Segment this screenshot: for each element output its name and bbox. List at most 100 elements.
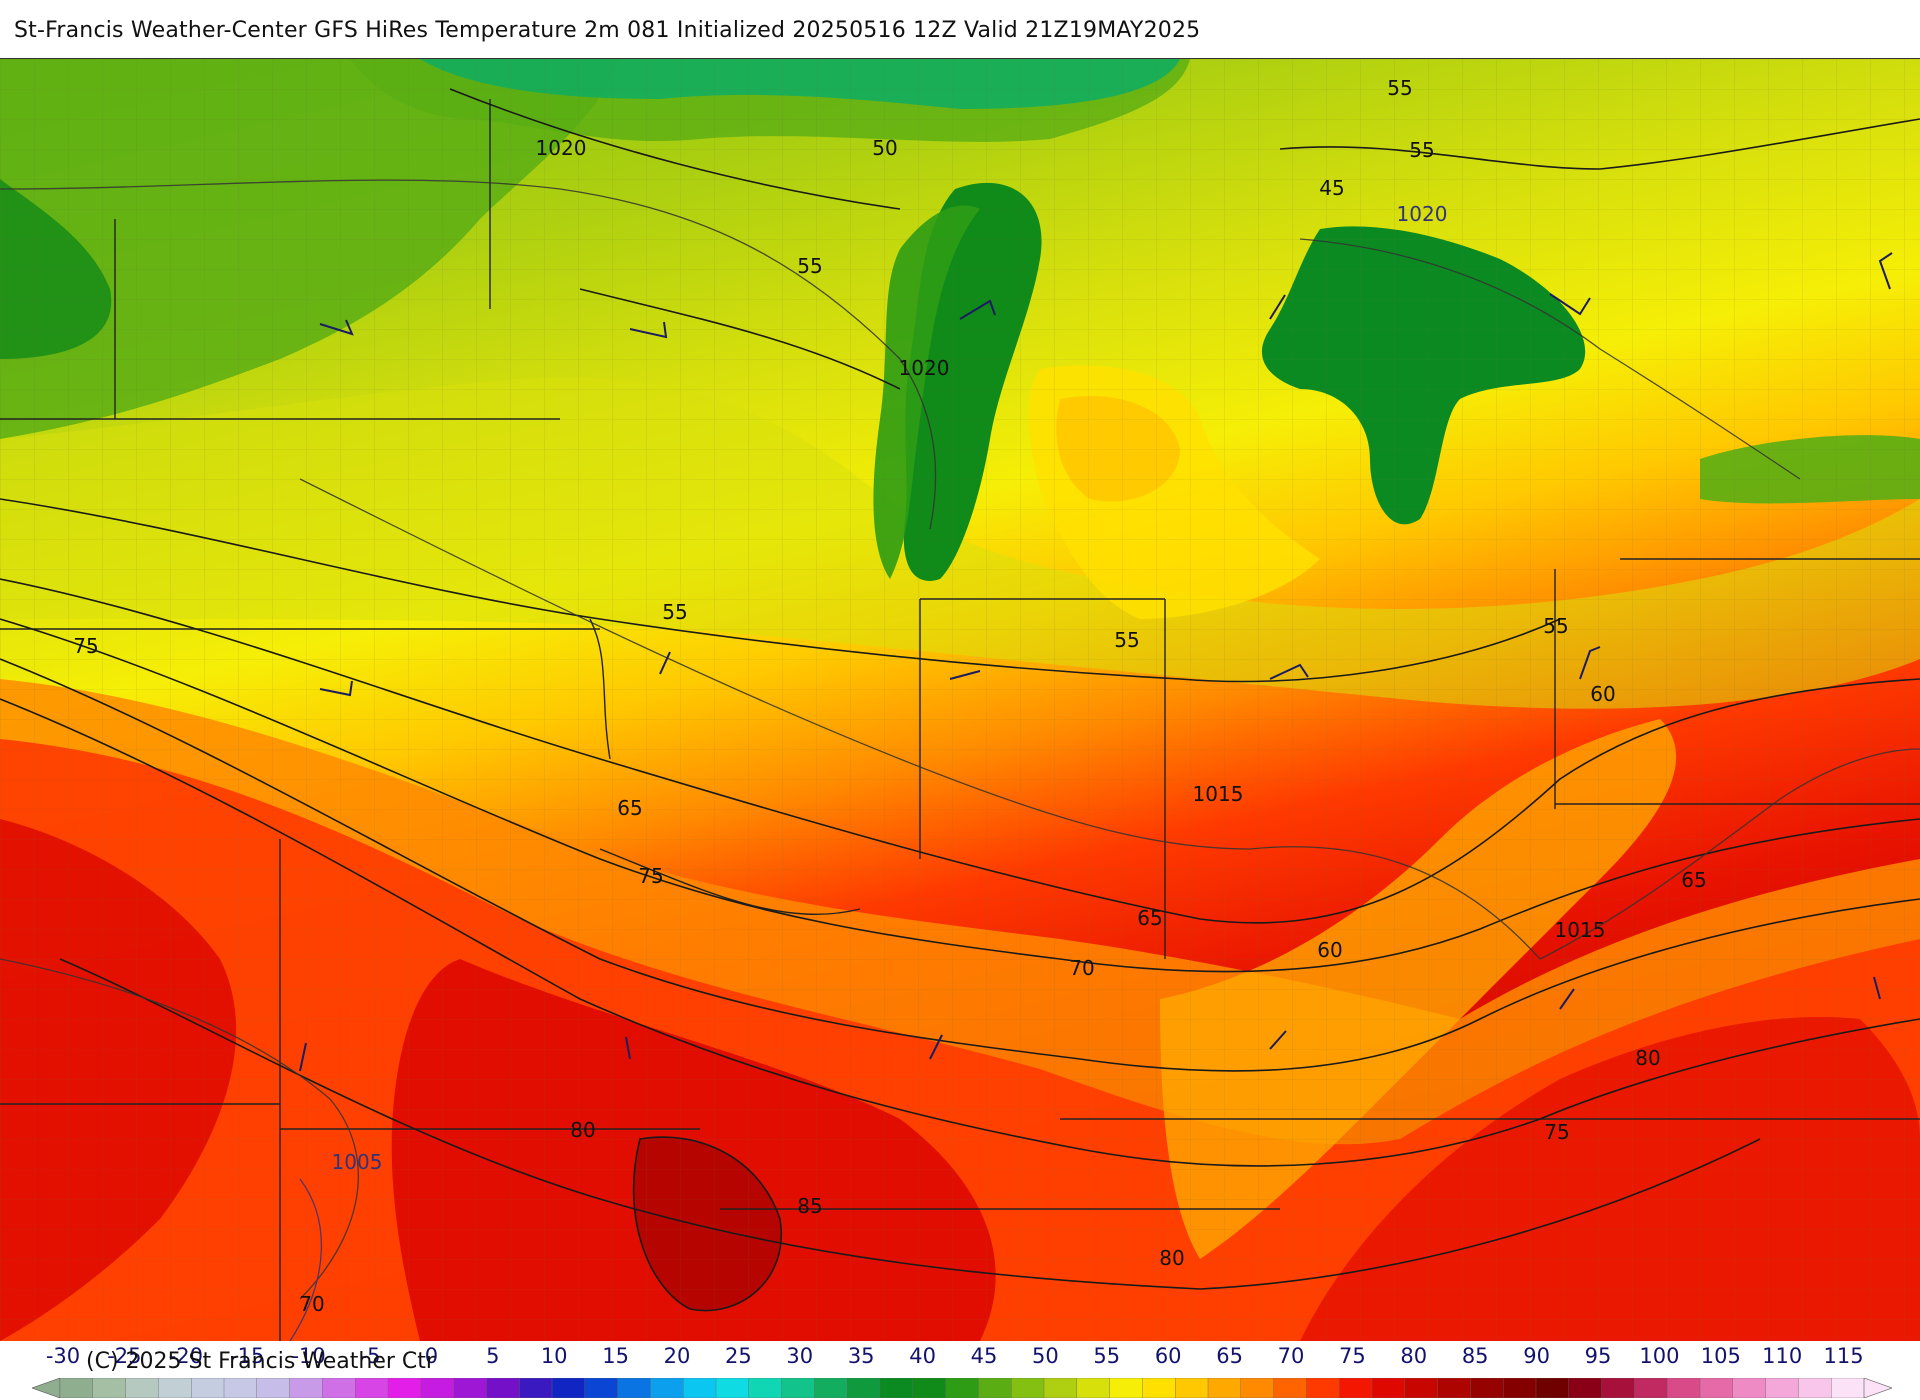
colorbar-tick-label: 0: [424, 1344, 439, 1368]
colorbar-swatch: [1109, 1378, 1144, 1398]
colorbar-swatch: [486, 1378, 520, 1398]
colorbar-tick-labels: -30 -25 -20 -15 -10 -5 0 5 10 15 20 25 30 35 40 45 50 55 6…: [0, 1344, 1920, 1372]
colorbar-swatch: [92, 1378, 127, 1398]
county-grid: [0, 59, 1920, 1341]
weather-map[interactable]: 50 55 55 45 55 75 55 55 55 60 65 75 65 7…: [0, 58, 1920, 1341]
isobar-contours: [0, 179, 1920, 1341]
isobar-1015-east: [1539, 748, 1920, 960]
isotherm-label-55-b: 55: [1409, 138, 1434, 162]
colorbar-swatch: [190, 1378, 225, 1398]
isotherm-label-65-c: 65: [1681, 868, 1706, 892]
temperature-map-svg: 50 55 55 45 55 75 55 55 55 60 65 75 65 7…: [0, 59, 1920, 1341]
colorbar-tick-label: 80: [1400, 1344, 1428, 1368]
isobar-label-1020-west: 1020: [536, 136, 587, 160]
colorbar-swatch: [1273, 1378, 1308, 1398]
isotherm-label-75-central: 75: [638, 864, 663, 888]
isobar-label-1020-east: 1020: [1397, 202, 1448, 226]
colorbar-tick-label: 30: [786, 1344, 814, 1368]
isotherm-label-55-e: 55: [1114, 628, 1139, 652]
isotherm-label-55-f: 55: [1543, 614, 1568, 638]
isotherm-label-75-west: 75: [73, 634, 98, 658]
temperature-colorbar: [32, 1378, 1892, 1398]
isotherm-label-65-b: 65: [1137, 906, 1162, 930]
colorbar-swatch: [1470, 1378, 1504, 1398]
colorbar-swatch: [322, 1378, 356, 1398]
colorbar-swatch: [1732, 1378, 1767, 1398]
colorbar-swatch: [1699, 1378, 1734, 1398]
isobar-label-1015-central: 1015: [1193, 782, 1244, 806]
colorbar-swatch: [617, 1378, 652, 1398]
colorbar-swatch: [355, 1378, 389, 1398]
colorbar-tick-label: 65: [1216, 1344, 1243, 1368]
isotherm-50: [449, 88, 901, 210]
colorbar-tick-label: 90: [1523, 1344, 1550, 1368]
colorbar-swatch: [223, 1378, 258, 1398]
isotherm-55-north: [1279, 118, 1920, 170]
colorbar-swatch: [1502, 1378, 1537, 1398]
colorbar-swatch: [1634, 1378, 1668, 1398]
isobar-1020-west: [0, 179, 937, 530]
colorbar-swatch: [1142, 1378, 1176, 1398]
isotherm-label-85: 85: [797, 1194, 822, 1218]
colorbar-swatch: [1011, 1378, 1045, 1398]
colorbar-swatch: [814, 1378, 848, 1398]
isobar-label-1020-central: 1020: [899, 356, 950, 380]
wind-barb-5: [1549, 293, 1591, 316]
colorbar-swatch: [59, 1378, 94, 1398]
colorbar-swatch: [1043, 1378, 1078, 1398]
colorbar-swatch: [912, 1378, 947, 1398]
isotherm-85: [632, 1136, 783, 1312]
isotherm-label-70: 70: [1069, 956, 1094, 980]
isotherm-label-80-south: 80: [1159, 1246, 1184, 1270]
colorbar-swatch: [1568, 1378, 1603, 1398]
copyright-text: (C) 2025 St Francis Weather Ctr: [86, 1349, 435, 1374]
isotherm-label-55-c: 55: [797, 254, 822, 278]
wind-barbs: [299, 252, 1893, 1072]
colorbar-swatch: [650, 1378, 684, 1398]
isotherm-80: [59, 958, 1761, 1290]
wind-barb-6: [1878, 252, 1893, 290]
isobar-1010: [0, 958, 359, 1300]
colorbar-swatch: [1076, 1378, 1111, 1398]
colorbar-tick-label: 20: [663, 1344, 691, 1368]
isobar-1005: [289, 1178, 322, 1341]
isotherm-55-south: [0, 498, 1561, 683]
colorbar-swatch: [1207, 1378, 1242, 1398]
isotherm-75: [0, 698, 1920, 1167]
colorbar-tick-label: 55: [1093, 1344, 1121, 1368]
colorbar-swatch: [125, 1378, 160, 1398]
colorbar-swatch: [1306, 1378, 1340, 1398]
isotherm-label-60-a: 60: [1590, 682, 1615, 706]
isobar-1020-east: [1299, 238, 1801, 480]
wind-barb-8: [659, 651, 671, 675]
pressure-contour-labels: 1020 1020 1020 1015 1015 1005: [332, 136, 1606, 1174]
colorbar-tick-label: 50: [1032, 1344, 1059, 1368]
colorbar-swatch: [289, 1378, 324, 1398]
colorbar-swatch: [1338, 1378, 1373, 1398]
wind-barb-9: [949, 670, 981, 680]
isotherm-label-75-southeast: 75: [1544, 1120, 1569, 1144]
colorbar-swatch: [551, 1378, 586, 1398]
colorbar-swatch: [1535, 1378, 1570, 1398]
wind-barb-1: [319, 319, 354, 336]
colorbar-swatch: [453, 1378, 488, 1398]
wind-barb-12: [299, 1042, 307, 1072]
isotherm-label-60-b: 60: [1317, 938, 1342, 962]
isobar-label-1005: 1005: [332, 1150, 383, 1174]
wind-barb-13: [625, 1036, 631, 1060]
isobar-label-1015-east: 1015: [1555, 918, 1606, 942]
isotherm-70: [0, 658, 1920, 1072]
colorbar-tick-label: 40: [909, 1344, 936, 1368]
state-line-17: [589, 618, 611, 760]
colorbar-swatch: [748, 1378, 783, 1398]
colorbar-swatch: [1765, 1378, 1800, 1398]
colorbar-swatch: [683, 1378, 717, 1398]
colorbar-swatch: [1437, 1378, 1472, 1398]
colorbar-tick-label: 10: [540, 1344, 568, 1368]
colorbar-swatch: [1798, 1378, 1832, 1398]
colorbar-tick-label: -10: [291, 1344, 326, 1368]
colorbar-swatch: [879, 1378, 914, 1398]
wind-barb-17: [1873, 976, 1881, 1000]
colorbar-swatch: [256, 1378, 291, 1398]
wind-barb-15: [1269, 1030, 1287, 1050]
